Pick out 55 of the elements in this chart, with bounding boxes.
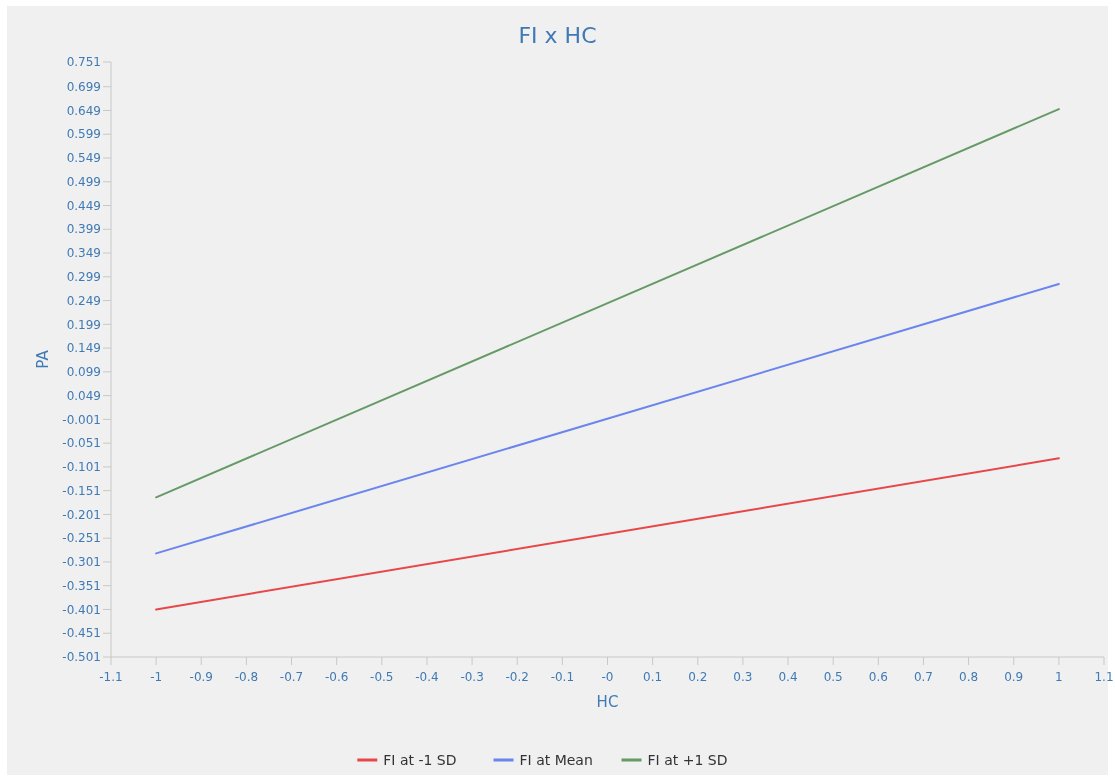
- x-tick-label: -0.2: [505, 670, 529, 684]
- y-tick-label: 0.049: [66, 388, 101, 403]
- x-tick-label: 0.2: [688, 670, 708, 684]
- x-tick-label: 0.8: [959, 670, 979, 684]
- x-tick-label: 0.9: [1004, 670, 1024, 684]
- y-tick-label: -0.501: [62, 650, 101, 665]
- x-tick-label: 0.5: [823, 670, 843, 684]
- x-tick-label: -0.6: [324, 670, 349, 684]
- x-tick-label: -0.9: [189, 670, 213, 684]
- y-tick-label: 0.149: [66, 341, 101, 356]
- x-tick-label: 1: [1055, 670, 1063, 684]
- y-tick-label: 0.699: [66, 79, 101, 94]
- x-tick-label: 1.1: [1094, 670, 1114, 684]
- y-tick-label: 0.249: [66, 293, 101, 308]
- chart-title: FI x HC: [518, 23, 597, 48]
- y-tick-label: -0.001: [62, 412, 101, 427]
- x-axis-title: HC: [596, 693, 619, 711]
- legend-label: FI at Mean: [519, 751, 593, 768]
- y-tick-label: 0.099: [66, 365, 101, 380]
- x-tick-label: -1.1: [99, 670, 123, 684]
- y-tick-label: 0.649: [66, 103, 101, 118]
- y-tick-label: 0.549: [66, 151, 101, 166]
- x-tick-label: 0.4: [778, 670, 798, 684]
- x-tick-label: 0.3: [733, 670, 753, 684]
- legend-label: FI at +1 SD: [647, 751, 728, 768]
- y-tick-label: 0.449: [66, 198, 101, 213]
- y-tick-label: 0.499: [66, 174, 101, 189]
- y-tick-label: -0.201: [62, 507, 101, 522]
- y-tick-label: 0.199: [66, 317, 101, 332]
- x-tick-label: -0.3: [460, 670, 484, 684]
- x-tick-label: 0.1: [643, 670, 663, 684]
- y-tick-label: 0.299: [66, 270, 101, 285]
- y-tick-label: 0.399: [66, 222, 101, 237]
- y-tick-label: -0.101: [62, 460, 101, 475]
- y-tick-label: -0.401: [62, 602, 101, 617]
- y-axis-title: PA: [34, 349, 52, 369]
- y-tick-label: 0.599: [66, 127, 101, 142]
- legend-label: FI at -1 SD: [383, 751, 457, 768]
- x-tick-label: -0.8: [234, 670, 259, 684]
- x-tick-label: -0.4: [415, 670, 439, 684]
- y-tick-label: -0.301: [62, 555, 101, 570]
- y-tick-label: -0.151: [62, 483, 101, 498]
- x-tick-label: 0.6: [868, 670, 888, 684]
- y-tick-label: -0.051: [62, 436, 101, 451]
- x-tick-label: -0.7: [279, 670, 304, 684]
- x-tick-label: -0.5: [370, 670, 394, 684]
- y-tick-label: -0.351: [62, 578, 101, 593]
- y-tick-label: -0.451: [62, 626, 101, 641]
- y-tick-label: -0.251: [62, 531, 101, 546]
- y-tick-label: 0.349: [66, 246, 101, 261]
- x-tick-label: -0.1: [550, 670, 575, 684]
- x-tick-label: -0: [601, 670, 614, 684]
- x-tick-label: -1: [150, 670, 163, 684]
- x-tick-label: 0.7: [913, 670, 933, 684]
- y-tick-label: 0.751: [66, 55, 101, 70]
